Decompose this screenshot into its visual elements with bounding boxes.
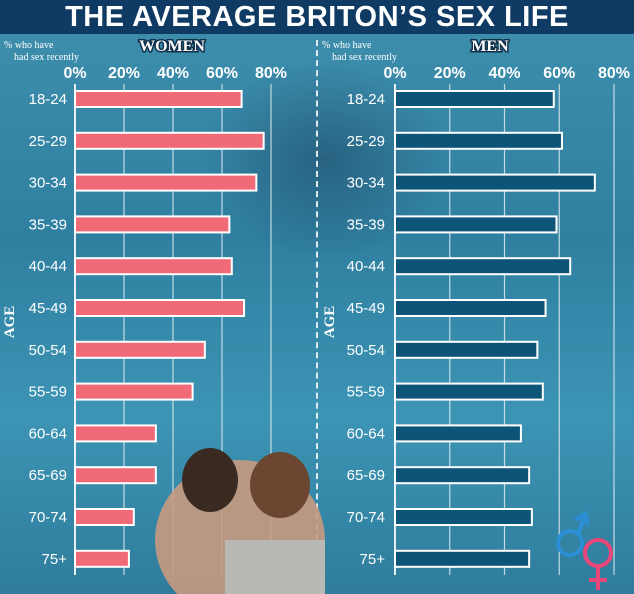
- photo-head-man: [182, 448, 238, 512]
- x-axis-label: % who have had sex recently: [322, 40, 397, 63]
- bar: [74, 131, 265, 150]
- panel-title: WOMEN: [139, 38, 205, 55]
- photo-towel: [225, 540, 325, 594]
- bar: [394, 340, 539, 359]
- category-label: 65-69: [347, 467, 385, 484]
- category-label: 30-34: [347, 175, 385, 192]
- category-label: 55-59: [347, 384, 385, 401]
- photo-head-woman: [250, 452, 310, 518]
- category-label: 35-39: [29, 216, 67, 233]
- category-label: 18-24: [29, 91, 67, 108]
- x-tick-label: 80%: [255, 65, 287, 82]
- bar: [74, 90, 243, 108]
- category-label: 30-34: [29, 175, 67, 192]
- bar: [394, 257, 572, 276]
- category-label: 60-64: [29, 425, 67, 442]
- title-bar: THE AVERAGE BRITON’S SEX LIFE: [0, 0, 634, 34]
- male-arrow-icon: [576, 517, 586, 535]
- bar: [74, 257, 233, 276]
- bar: [394, 215, 558, 234]
- bar: [394, 549, 531, 568]
- bar: [394, 131, 563, 150]
- bar: [74, 340, 206, 359]
- bar: [74, 173, 258, 192]
- bar: [74, 382, 194, 401]
- x-tick-label: 80%: [598, 65, 630, 82]
- category-label: 70-74: [347, 509, 385, 526]
- x-tick-label: 0%: [383, 65, 406, 82]
- panel-title: MEN: [471, 38, 509, 55]
- bar: [394, 382, 544, 401]
- category-label: 40-44: [29, 258, 67, 275]
- x-tick-label: 20%: [108, 65, 140, 82]
- category-label: 35-39: [347, 216, 385, 233]
- panel-divider: [316, 40, 318, 590]
- bar: [394, 173, 596, 192]
- category-label: 60-64: [347, 425, 385, 442]
- category-label: 75+: [42, 551, 68, 568]
- category-label: 25-29: [29, 133, 67, 150]
- category-label: 50-54: [347, 342, 385, 359]
- y-axis-label: AGE: [322, 306, 338, 339]
- category-label: 50-54: [29, 342, 67, 359]
- bar: [74, 424, 157, 443]
- category-label: 55-59: [29, 384, 67, 401]
- x-tick-label: 20%: [434, 65, 466, 82]
- male-arrowhead-icon: [573, 510, 590, 526]
- x-tick-label: 40%: [488, 65, 520, 82]
- x-tick-label: 60%: [206, 65, 238, 82]
- x-tick-label: 40%: [157, 65, 189, 82]
- bar: [74, 466, 157, 485]
- bar: [394, 508, 533, 526]
- bar: [394, 466, 531, 485]
- category-label: 65-69: [29, 467, 67, 484]
- bar: [74, 508, 135, 526]
- category-label: 45-49: [347, 300, 385, 317]
- chart-title: THE AVERAGE BRITON’S SEX LIFE: [65, 1, 569, 33]
- bar: [394, 424, 522, 443]
- category-label: 25-29: [347, 133, 385, 150]
- category-label: 45-49: [29, 300, 67, 317]
- bar: [74, 299, 246, 317]
- bar: [394, 299, 547, 317]
- bar: [74, 549, 130, 568]
- bar: [394, 90, 555, 108]
- bar: [74, 215, 231, 234]
- y-axis-label: AGE: [2, 306, 18, 339]
- x-tick-label: 0%: [63, 65, 86, 82]
- category-label: 70-74: [29, 509, 67, 526]
- category-label: 40-44: [347, 258, 385, 275]
- category-label: 75+: [360, 551, 386, 568]
- x-tick-label: 60%: [543, 65, 575, 82]
- x-axis-label: % who have had sex recently: [4, 40, 79, 63]
- category-label: 18-24: [347, 91, 385, 108]
- female-symbol-icon: [583, 538, 613, 568]
- male-symbol-icon: [556, 529, 584, 557]
